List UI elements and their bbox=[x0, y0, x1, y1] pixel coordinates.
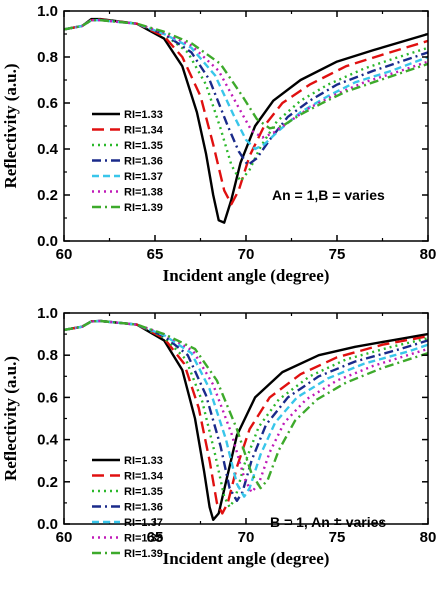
x-tick-label: 65 bbox=[147, 246, 164, 263]
y-tick-label: 0.4 bbox=[37, 432, 59, 449]
y-tick-label: 0.6 bbox=[37, 95, 58, 112]
y-tick-label: 0.2 bbox=[37, 187, 58, 204]
chart-bottom: 60 65 70 75 80 0.0 0.2 0.4 0.6 0.8 1.0 Incident ang… bbox=[1, 305, 437, 568]
legend-label: RI=1.34 bbox=[124, 125, 164, 137]
y-axis-label: Reflectivity (a.u.) bbox=[1, 356, 20, 481]
legend-label: RI=1.36 bbox=[124, 502, 163, 514]
legend-label: RI=1.36 bbox=[124, 156, 163, 168]
chart-top: 60 65 70 75 80 0.0 0.2 0.4 0.6 0.8 1.0 Incident ang… bbox=[1, 3, 437, 285]
x-tick-label: 70 bbox=[238, 246, 255, 263]
legend-label: RI=1.38 bbox=[124, 533, 163, 545]
series-line-ri-1-36 bbox=[63, 18, 429, 167]
series-line-ri-1-39 bbox=[63, 19, 429, 130]
series-line-ri-1-38 bbox=[63, 19, 429, 139]
legend-label: RI=1.35 bbox=[124, 486, 163, 498]
y-tick-label: 0.6 bbox=[37, 389, 58, 406]
annotation-text: An = 1,B = varies bbox=[272, 187, 385, 203]
legend-label: RI=1.39 bbox=[124, 548, 163, 560]
series-line-ri-1-39 bbox=[63, 319, 429, 490]
legend-label: RI=1.34 bbox=[124, 471, 164, 483]
x-tick-label: 80 bbox=[420, 246, 437, 263]
legend-label: RI=1.33 bbox=[124, 109, 163, 121]
legend-label: RI=1.33 bbox=[124, 455, 163, 467]
legend-label: RI=1.38 bbox=[124, 187, 163, 199]
series-line-ri-1-37 bbox=[63, 319, 429, 498]
x-axis-label: Incident angle (degree) bbox=[163, 549, 330, 568]
x-tick-label: 60 bbox=[56, 246, 73, 263]
y-tick-label: 0.2 bbox=[37, 474, 58, 491]
legend-label: RI=1.37 bbox=[124, 517, 163, 529]
y-tick-label: 1.0 bbox=[37, 3, 58, 20]
series-line-ri-1-38 bbox=[63, 319, 429, 494]
x-tick-label: 80 bbox=[420, 529, 437, 546]
y-axis-label: Reflectivity (a.u.) bbox=[1, 63, 20, 188]
y-tick-label: 0.8 bbox=[37, 49, 58, 66]
x-tick-label: 75 bbox=[329, 246, 346, 263]
series-line-ri-1-36 bbox=[63, 319, 429, 502]
y-tick-label: 0.8 bbox=[37, 347, 58, 364]
legend-label: RI=1.37 bbox=[124, 171, 163, 183]
x-tick-label: 75 bbox=[329, 529, 346, 546]
x-tick-label: 60 bbox=[56, 529, 73, 546]
y-tick-label: 0.0 bbox=[37, 516, 58, 533]
y-tick-label: 1.0 bbox=[37, 305, 58, 322]
annotation-text: B = 1, An = varies bbox=[270, 514, 386, 530]
legend-label: RI=1.35 bbox=[124, 140, 163, 152]
y-tick-label: 0.4 bbox=[37, 141, 59, 158]
legend-label: RI=1.39 bbox=[124, 202, 163, 214]
x-tick-label: 65 bbox=[147, 529, 164, 546]
x-tick-label: 70 bbox=[238, 529, 255, 546]
x-axis-label: Incident angle (degree) bbox=[163, 266, 330, 285]
y-tick-label: 0.0 bbox=[37, 233, 58, 250]
